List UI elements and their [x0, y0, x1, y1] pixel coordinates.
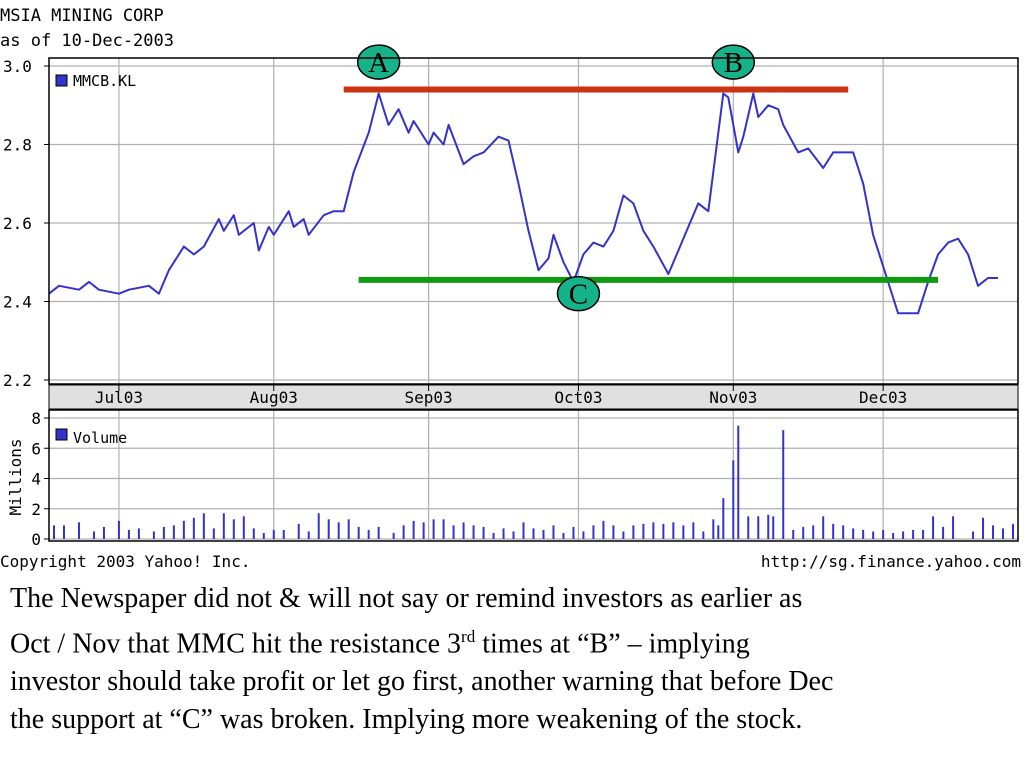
copyright-text: Copyright 2003 Yahoo! Inc.	[0, 552, 250, 571]
marker-b-label: B	[724, 47, 743, 79]
price-panel	[49, 58, 1018, 384]
marker-c	[556, 275, 601, 312]
caption-line-1: The Newspaper did not & will not say or …	[10, 583, 803, 614]
price-panel-border	[48, 57, 1019, 385]
marker-a-label: A	[368, 47, 389, 79]
caption-line-4: the support at “C” was broken. Implying …	[10, 704, 803, 736]
month-axis-ticks: Jul03 Aug03 Sep03 Oct03 Nov03 Dec03	[95, 385, 907, 407]
volume-gridlines	[49, 410, 1018, 541]
price-legend-swatch	[55, 74, 68, 87]
volume-bars	[52, 425, 1015, 539]
caption-line-2-end: times at “B” – implying	[475, 628, 750, 660]
price-series-line	[48, 92, 998, 315]
price-legend: MMCB.KL	[55, 72, 136, 90]
chart-title: MSIA MINING CORP	[0, 6, 164, 26]
caption-text: The Newspaper did not & will not say or …	[10, 580, 1020, 739]
price-y-tick-label: 2.8	[3, 136, 32, 155]
volume-y-tick-label: 6	[31, 439, 41, 458]
volume-legend-label: Volume	[73, 429, 127, 447]
volume-y-tick-label: 0	[31, 530, 41, 549]
price-y-ticks: 2.2 2.4 2.6 2.8 3.0	[3, 57, 49, 390]
price-legend-label: MMCB.KL	[73, 72, 136, 90]
price-y-tick-label: 2.6	[3, 214, 32, 233]
price-y-tick-label: 2.4	[3, 293, 32, 312]
month-tick-label: Jul03	[95, 388, 143, 407]
volume-legend-swatch	[55, 428, 68, 441]
volume-legend: Volume	[55, 428, 127, 447]
price-y-tick-label: 3.0	[3, 57, 32, 76]
month-tick-label: Oct03	[554, 388, 602, 407]
month-tick-label: Dec03	[859, 388, 907, 407]
caption-line-2-start: Oct / Nov that MMC hit the resistance 3	[10, 628, 462, 660]
month-tick-label: Nov03	[709, 388, 757, 407]
price-y-tick-label: 2.2	[3, 371, 32, 390]
volume-panel	[49, 410, 1018, 541]
source-url[interactable]: http://sg.finance.yahoo.com	[761, 552, 1021, 571]
volume-axis-label: Millions	[6, 438, 25, 515]
month-tick-label: Aug03	[250, 388, 298, 407]
marker-b	[711, 44, 756, 80]
volume-y-tick-label: 2	[31, 500, 41, 519]
price-annotations: A B C	[343, 44, 939, 312]
volume-y-tick-label: 4	[31, 470, 41, 489]
caption-line-2: Oct / Nov that MMC hit the resistance 3r…	[10, 618, 1020, 663]
volume-panel-border	[48, 409, 1019, 542]
volume-y-ticks: 0 2 4 6 8	[31, 409, 49, 549]
month-axis-band	[48, 384, 1019, 410]
caption-superscript: rd	[461, 627, 476, 646]
stock-chart: MSIA MINING CORP as of 10-Dec-2003 2.22.…	[0, 6, 1021, 571]
chart-subtitle: as of 10-Dec-2003	[0, 31, 174, 51]
price-gridlines	[49, 58, 1018, 384]
month-tick-label: Sep03	[405, 388, 453, 407]
caption-line-3: investor should take profit or let go fi…	[10, 666, 834, 698]
marker-c-label: C	[569, 279, 588, 311]
marker-a	[356, 44, 401, 80]
volume-y-tick-label: 8	[31, 409, 41, 428]
